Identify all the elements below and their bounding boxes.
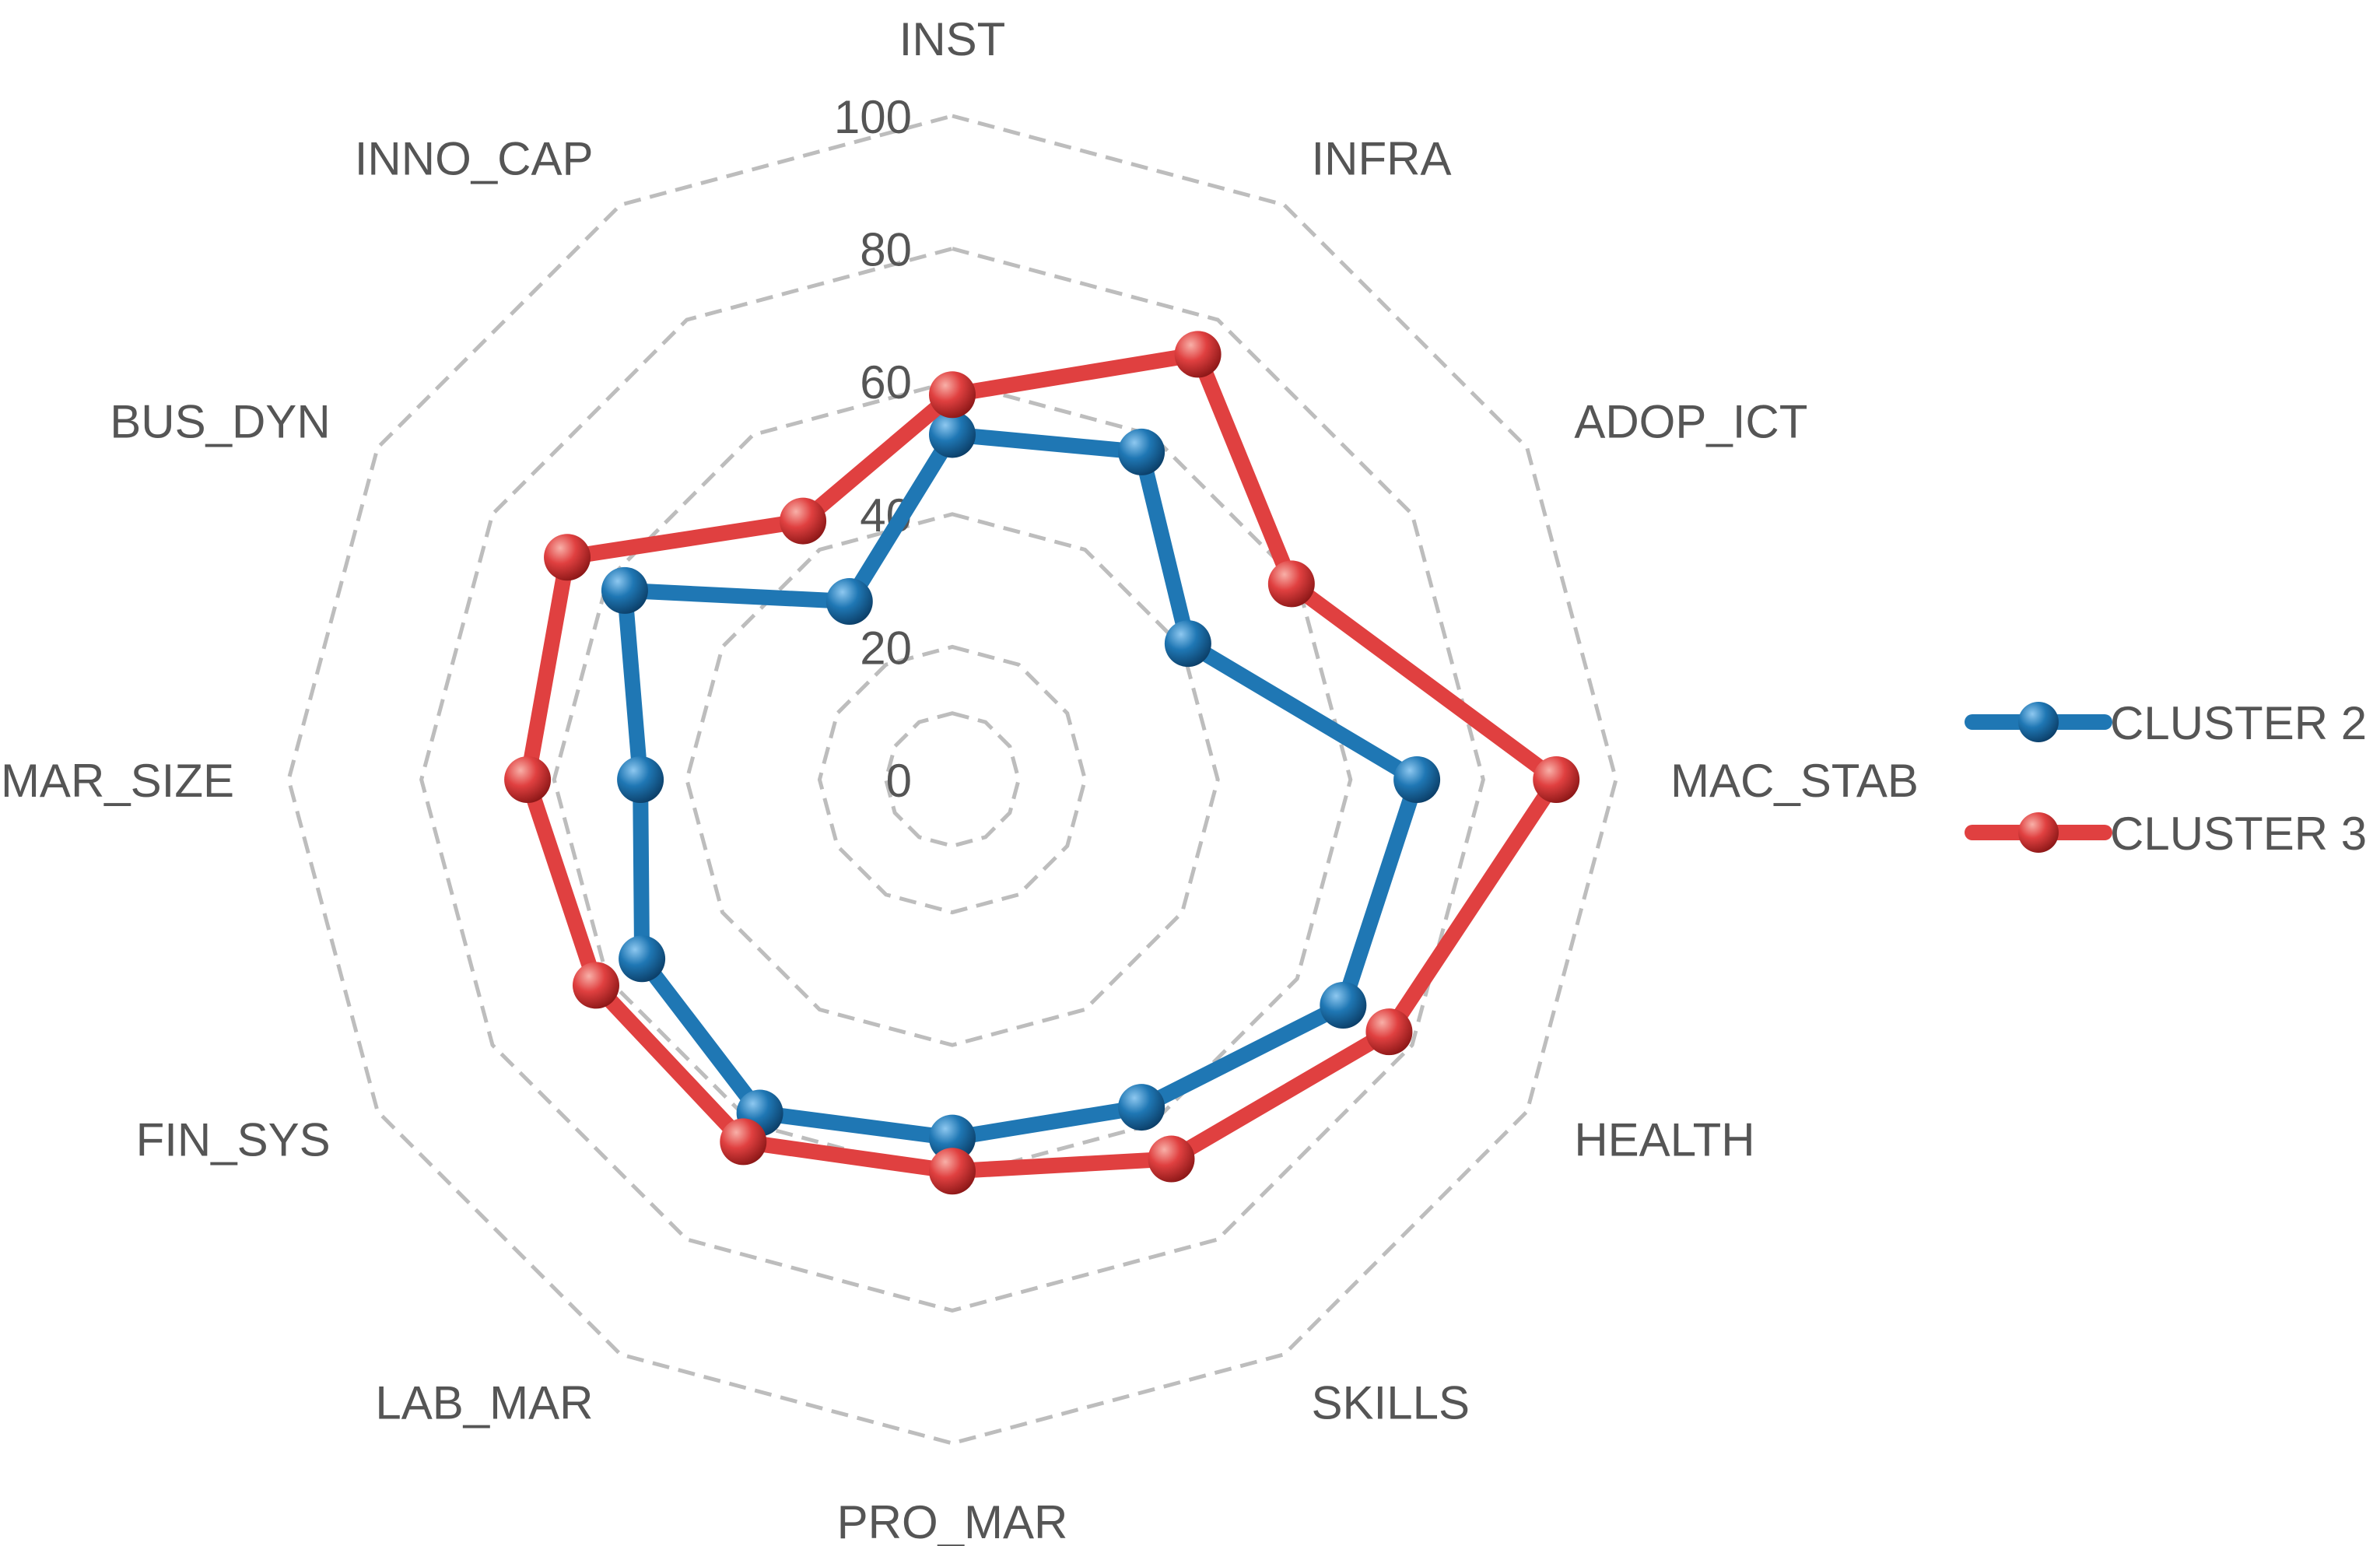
series-line [616,426,1425,1146]
data-point-health [1365,1008,1413,1056]
category-labels: INST INFRA ADOP_ICT MAC_STAB HEALTH SKILLS PRO… [1,13,1919,1546]
legend-item-cluster-2: CLUSTER 2 [1965,697,2367,749]
tick-label-80: 80 [860,224,912,276]
category-label-bus-dyn: BUS_DYN [110,396,330,448]
series-cluster-2 [601,411,1441,1162]
legend-swatch-marker [2018,702,2059,742]
grid-ring-80 [419,247,1485,1313]
data-point-lab-mar [720,1118,767,1166]
data-point-inno-cap [780,497,827,545]
data-point-bus-dyn [544,534,591,581]
category-label-health: HEALTH [1574,1114,1754,1166]
data-point-fin-sys [572,962,619,1009]
category-label-inst: INST [899,13,1006,65]
data-point-pro-mar [929,1114,976,1162]
category-label-mac-stab: MAC_STAB [1670,755,1919,807]
tick-label-60: 60 [860,356,912,408]
tick-label-0: 0 [886,755,912,807]
legend-swatch-marker [2018,812,2059,853]
data-point-mac-stab [1533,756,1580,803]
legend-label: CLUSTER 2 [2110,697,2367,749]
tick-label-100: 100 [834,91,912,143]
category-label-mar-size: MAR_SIZE [1,755,234,807]
tick-label-20: 20 [860,622,912,674]
category-label-inno-cap: INNO_CAP [355,133,594,185]
data-point-mar-size [617,756,664,803]
category-label-lab-mar: LAB_MAR [375,1376,593,1429]
data-point-infra [1174,331,1222,378]
category-label-skills: SKILLS [1312,1376,1470,1429]
data-series [504,331,1580,1195]
grid-ring-0 [884,711,1021,848]
series-cluster-3 [504,331,1580,1195]
legend-label: CLUSTER 3 [2110,808,2367,860]
data-point-fin-sys [619,935,666,983]
legend-item-cluster-3: CLUSTER 3 [1965,808,2367,860]
grid-ring-20 [817,644,1088,915]
data-point-health [1320,982,1367,1029]
category-label-pro-mar: PRO_MAR [837,1496,1068,1546]
data-point-bus-dyn [601,566,648,614]
data-point-adop-ict [1164,620,1211,668]
legend: CLUSTER 2 CLUSTER 3 [1965,697,2367,860]
data-point-pro-mar [929,1148,976,1195]
data-point-adop-ict [1267,560,1315,608]
category-label-adop-ict: ADOP_ICT [1574,396,1807,448]
data-point-inst [929,411,976,458]
data-point-mar-size [504,756,552,803]
data-point-mac-stab [1393,756,1441,803]
category-label-infra: INFRA [1312,133,1452,185]
data-point-skills [1118,1084,1165,1131]
data-point-inno-cap [825,577,873,625]
data-point-infra [1118,428,1165,475]
data-point-inst [929,371,976,419]
data-point-skills [1148,1135,1195,1183]
category-label-fin-sys: FIN_SYS [136,1114,331,1166]
